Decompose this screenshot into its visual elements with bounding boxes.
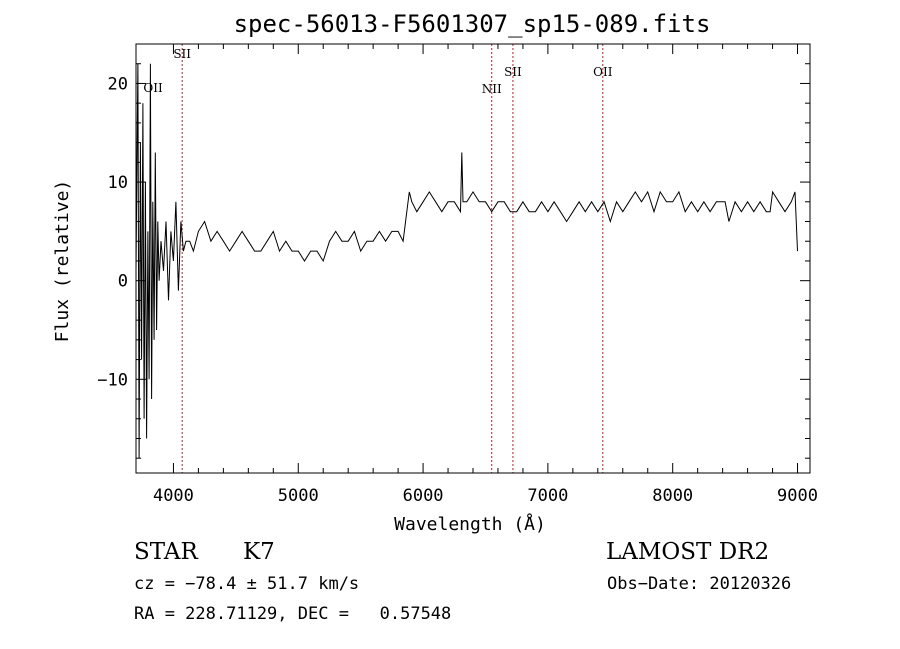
spectral-line-label: NII — [482, 82, 502, 96]
spectral-line-label: OII — [143, 81, 163, 95]
y-tick-label: 0 — [118, 272, 128, 292]
coordinates: RA = 228.71129, DEC = 0.57548 — [134, 604, 452, 624]
x-tick-label: 8000 — [652, 486, 693, 506]
redshift-velocity: cz = −78.4 ± 51.7 km/s — [134, 574, 360, 594]
y-tick-label: 20 — [108, 74, 128, 94]
y-axis-label: Flux (relative) — [52, 180, 73, 343]
object-subclass: K7 — [243, 539, 275, 565]
object-type: STAR — [134, 539, 198, 565]
y-tick-label: −10 — [97, 370, 128, 390]
chart-title: spec-56013-F5601307_sp15-089.fits — [234, 10, 711, 38]
axis-ticks — [136, 43, 810, 473]
x-tick-label: 9000 — [777, 486, 818, 506]
x-tick-label: 4000 — [153, 486, 194, 506]
x-tick-label: 6000 — [403, 486, 444, 506]
axis-tick-labels: 4000 5000 6000 7000 8000 9000 −10 0 10 20 — [97, 74, 818, 506]
x-axis-label: Wavelength (Å) — [394, 513, 546, 535]
spectral-line-markers — [181, 44, 604, 473]
spectrum-series — [135, 63, 798, 459]
spectrum-line — [135, 63, 798, 459]
x-tick-label: 5000 — [278, 486, 319, 506]
spectral-line-label: SII — [504, 65, 522, 79]
spectral-line-label: SII — [173, 47, 191, 61]
spectral-line-label: OII — [593, 65, 613, 79]
y-tick-label: 10 — [108, 173, 128, 193]
survey-name: LAMOST DR2 — [606, 539, 770, 565]
x-tick-label: 7000 — [527, 486, 568, 506]
observation-date: Obs−Date: 20120326 — [607, 574, 792, 594]
plot-frame — [135, 43, 811, 474]
